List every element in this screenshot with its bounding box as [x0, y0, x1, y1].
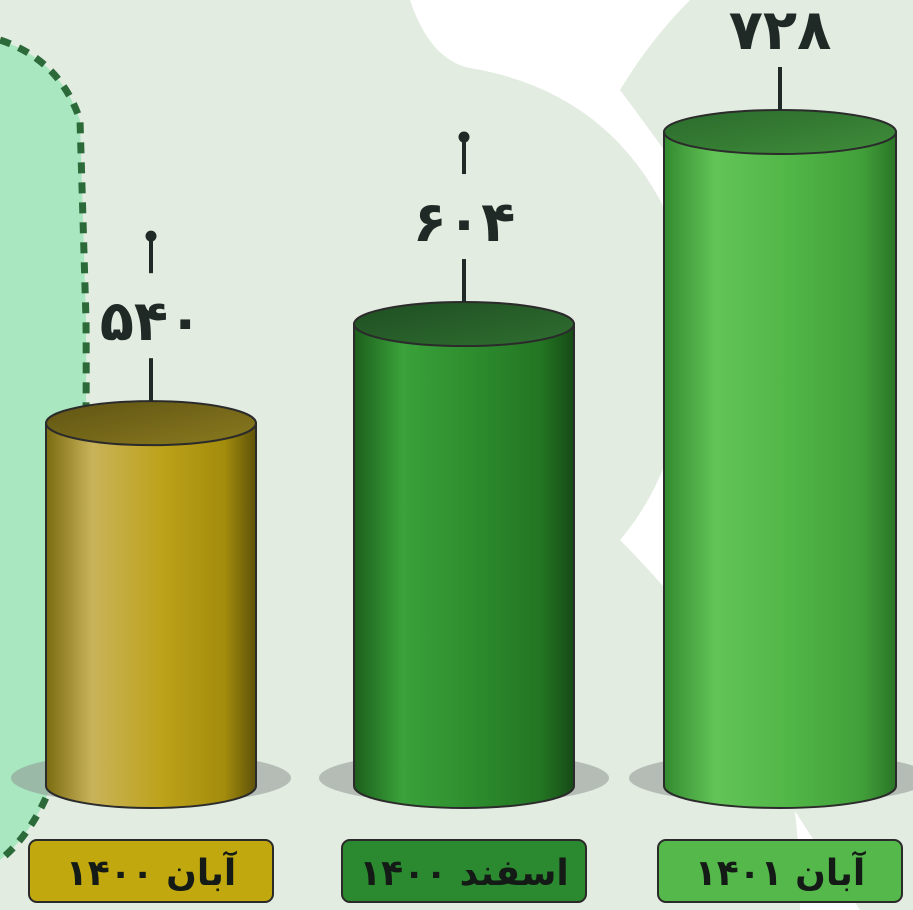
category-label: آبان ۱۴۰۰ [66, 850, 238, 894]
bar-group-2: ۶۰۴ اسفند ۱۴۰۰ [319, 131, 609, 903]
bar [45, 422, 257, 809]
leader-dot [458, 131, 470, 143]
data-label: ۵۴۰ [100, 289, 203, 354]
bar [663, 131, 897, 809]
bar [353, 323, 575, 809]
bars-layer: ۵۴۰ آبان ۱۴۰۰ ۶۰۴ اسفند ۱۴۰۰ ۷۲۸ آبان ۱۴۰۱ [11, 0, 913, 903]
category-label-box [28, 839, 274, 903]
category-label: آبان ۱۴۰۱ [695, 850, 867, 894]
data-label: ۶۰۴ [413, 190, 516, 255]
bar-top [663, 109, 897, 155]
bar-group-3: ۷۲۸ آبان ۱۴۰۱ [629, 0, 913, 903]
data-label: ۷۲۸ [729, 0, 832, 63]
bar-top [353, 301, 575, 348]
category-label-box [657, 839, 903, 903]
category-label: اسفند ۱۴۰۰ [359, 853, 569, 894]
bar-group-1: ۵۴۰ آبان ۱۴۰۰ [11, 230, 291, 903]
category-label-box [341, 839, 587, 903]
leader-dot [145, 230, 157, 242]
bar-top [45, 400, 257, 447]
